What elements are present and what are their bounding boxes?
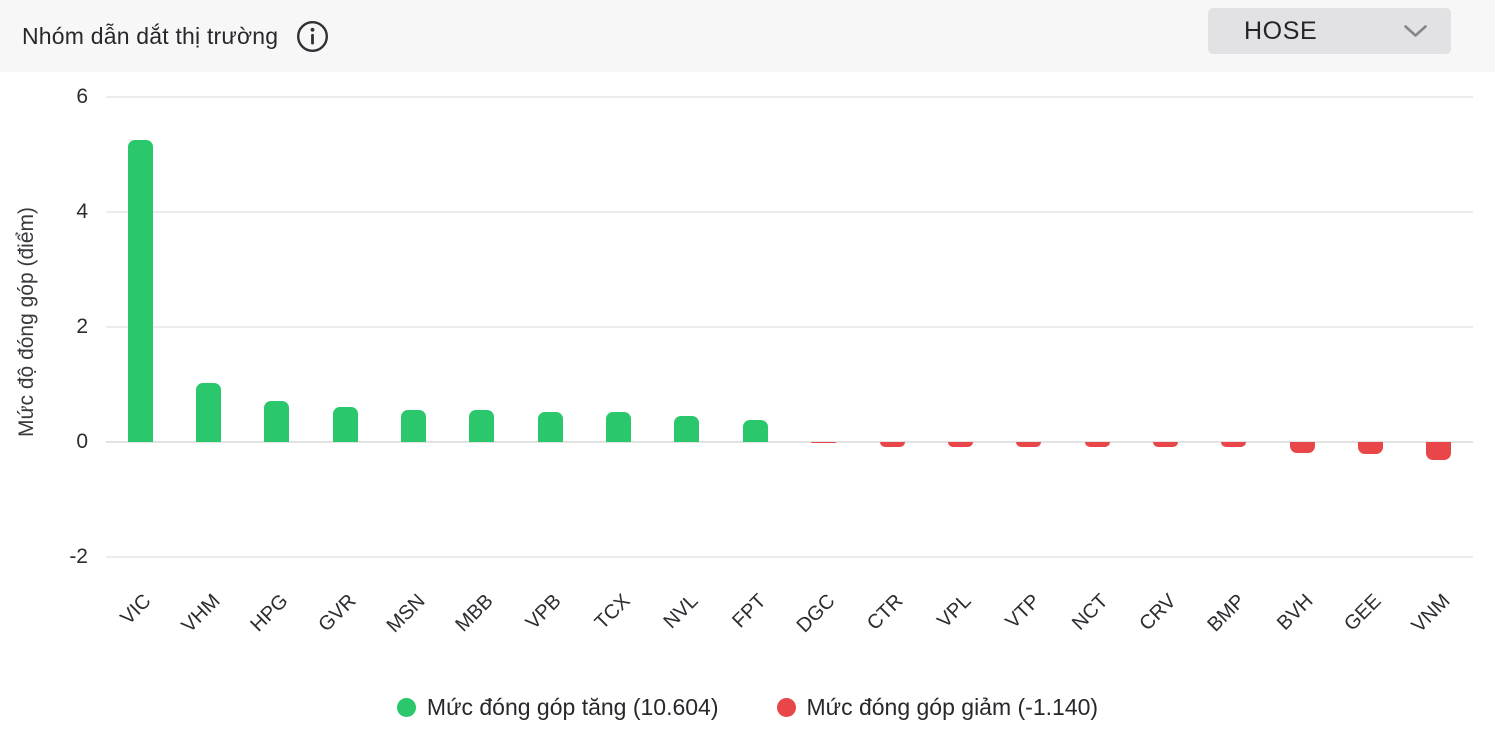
chevron-down-icon xyxy=(1402,23,1429,40)
widget-header: Nhóm dẫn dắt thị trường HOSE xyxy=(0,0,1495,72)
bar-BVH[interactable] xyxy=(1289,441,1315,454)
chart-legend: Mức đóng góp tăng (10.604) Mức đóng góp … xyxy=(0,694,1495,721)
bar-NVL[interactable] xyxy=(674,415,700,442)
bar-MSN[interactable] xyxy=(401,410,427,442)
y-tick-label: 0 xyxy=(76,429,88,453)
exchange-dropdown[interactable]: HOSE xyxy=(1208,8,1451,54)
bar-GVR[interactable] xyxy=(332,406,358,442)
bar-VPL[interactable] xyxy=(947,441,973,448)
y-tick-label: 2 xyxy=(76,314,88,338)
gridline xyxy=(106,325,1473,328)
zero-axis-line xyxy=(106,440,1473,443)
legend-label-decrease: Mức đóng góp giảm (-1.140) xyxy=(806,694,1099,720)
bar-VIC[interactable] xyxy=(127,140,153,442)
gridline xyxy=(106,555,1473,558)
bar-TCX[interactable] xyxy=(606,412,632,442)
bar-DGC[interactable] xyxy=(811,441,837,443)
bar-CTR[interactable] xyxy=(879,441,905,447)
bar-NCT[interactable] xyxy=(1084,441,1110,448)
widget-title: Nhóm dẫn dắt thị trường xyxy=(22,22,279,49)
legend-item-increase[interactable]: Mức đóng góp tăng (10.604) xyxy=(396,694,719,721)
bar-GEE[interactable] xyxy=(1357,441,1383,455)
increase-dot-icon xyxy=(396,698,416,717)
bar-VHM[interactable] xyxy=(196,383,222,442)
gridline xyxy=(106,210,1473,213)
bar-BMP[interactable] xyxy=(1221,441,1247,447)
y-tick-label: 4 xyxy=(76,199,88,223)
bar-CRV[interactable] xyxy=(1152,441,1178,448)
y-tick-label: -2 xyxy=(69,544,88,568)
bar-HPG[interactable] xyxy=(264,401,290,442)
bar-VNM[interactable] xyxy=(1426,441,1452,461)
info-icon[interactable] xyxy=(296,20,329,53)
decrease-dot-icon xyxy=(776,698,796,717)
gridline xyxy=(106,95,1473,98)
bar-VTP[interactable] xyxy=(1016,441,1042,447)
bar-MBB[interactable] xyxy=(469,410,495,442)
legend-item-decrease[interactable]: Mức đóng góp giảm (-1.140) xyxy=(776,694,1099,721)
exchange-dropdown-value: HOSE xyxy=(1244,16,1318,45)
bar-VPB[interactable] xyxy=(537,411,563,442)
y-tick-label: 6 xyxy=(76,84,88,108)
legend-label-increase: Mức đóng góp tăng (10.604) xyxy=(426,694,719,720)
bar-FPT[interactable] xyxy=(742,419,768,442)
